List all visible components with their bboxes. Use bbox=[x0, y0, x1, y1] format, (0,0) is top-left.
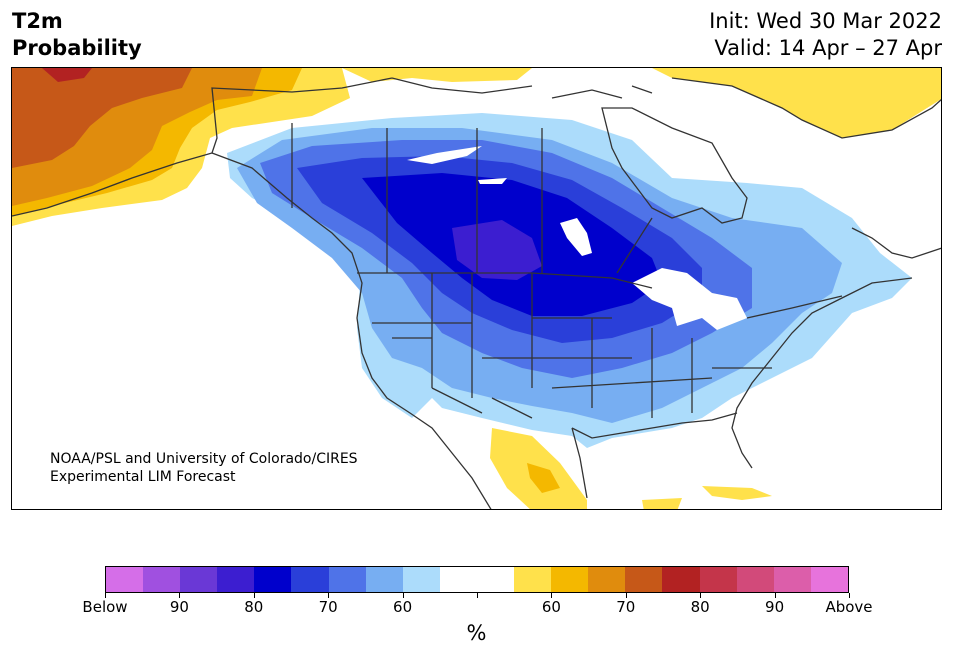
canada-us-border bbox=[357, 272, 843, 319]
gulf-coast bbox=[571, 412, 738, 499]
colorbar-swatch-6 bbox=[328, 567, 366, 592]
colorbar-tick-label-8: 80 bbox=[690, 598, 710, 616]
colorbar-swatch-8 bbox=[402, 567, 440, 592]
colorbar-swatch-14 bbox=[625, 567, 663, 592]
colorbar-swatch-9 bbox=[439, 567, 477, 592]
greenland-above bbox=[652, 68, 941, 138]
colorbar-swatch-5 bbox=[291, 567, 329, 592]
map-graphic bbox=[12, 68, 941, 509]
state-borders bbox=[372, 273, 772, 419]
great-slave-lake bbox=[407, 146, 482, 164]
colorbar-tick-label-1: 90 bbox=[169, 598, 189, 616]
forecast-map: NOAA/PSL and University of Colorado/CIRE… bbox=[11, 67, 942, 510]
colorbar-swatch-1 bbox=[143, 567, 181, 592]
hudson-bay bbox=[601, 107, 748, 224]
colorbar-tick-label-3: 70 bbox=[318, 598, 338, 616]
colorbar-tick-8 bbox=[700, 593, 702, 598]
colorbar-tick-10 bbox=[849, 593, 850, 598]
colorbar-swatch-19 bbox=[810, 567, 848, 592]
colorbar-tick-3 bbox=[328, 593, 330, 598]
west-coast bbox=[211, 152, 492, 509]
colorbar-tick-label-6: 60 bbox=[541, 598, 561, 616]
below-core bbox=[452, 220, 542, 280]
arctic-islands bbox=[391, 77, 653, 99]
valid-range: Valid: 14 Apr – 27 Apr bbox=[714, 36, 942, 60]
colorbar-tick-6 bbox=[551, 593, 553, 598]
colorbar-swatch-16 bbox=[699, 567, 737, 592]
colorbar-tick-label-7: 70 bbox=[616, 598, 636, 616]
colorbar-swatch-7 bbox=[365, 567, 403, 592]
variable-label: T2m bbox=[12, 9, 63, 33]
caribbean-above bbox=[702, 486, 772, 500]
colorbar-tick-label-2: 80 bbox=[244, 598, 264, 616]
colorbar-swatch-13 bbox=[588, 567, 626, 592]
mexico-above-60 bbox=[527, 463, 560, 493]
colorbar-swatch-4 bbox=[254, 567, 292, 592]
canada-north-above bbox=[342, 68, 532, 82]
credit-text: NOAA/PSL and University of Colorado/CIRE… bbox=[50, 450, 358, 486]
colorbar-tick-label-4: 60 bbox=[393, 598, 413, 616]
colorbar-swatch-2 bbox=[180, 567, 218, 592]
lake-winnipeg bbox=[560, 218, 592, 256]
colorbar-tick-label-9: 90 bbox=[765, 598, 785, 616]
credit-line-2: Experimental LIM Forecast bbox=[50, 469, 236, 485]
caribbean-above-2 bbox=[642, 498, 682, 509]
credit-line-1: NOAA/PSL and University of Colorado/CIRE… bbox=[50, 451, 358, 467]
east-coast bbox=[731, 227, 941, 469]
chart-title: T2m Probability bbox=[12, 8, 142, 62]
great-lakes bbox=[632, 268, 747, 330]
colorbar-swatch-18 bbox=[773, 567, 811, 592]
colorbar-tick-2 bbox=[253, 593, 255, 598]
forecast-dates: Init: Wed 30 Mar 2022 Valid: 14 Apr – 27… bbox=[709, 8, 942, 62]
colorbar-swatch-17 bbox=[736, 567, 774, 592]
colorbar-tick-7 bbox=[625, 593, 627, 598]
provincial-borders bbox=[291, 123, 653, 274]
colorbar-swatch-10 bbox=[476, 567, 515, 592]
colorbar-swatch-12 bbox=[551, 567, 589, 592]
colorbar-tick-1 bbox=[179, 593, 181, 598]
colorbar-swatch-3 bbox=[217, 567, 255, 592]
colorbar-tick-4 bbox=[402, 593, 404, 598]
greenland-coast bbox=[671, 77, 941, 139]
colorbar-tick-9 bbox=[774, 593, 776, 598]
colorbar-unit-label: % bbox=[466, 621, 487, 645]
init-date: Init: Wed 30 Mar 2022 bbox=[709, 9, 942, 33]
colorbar-swatch-15 bbox=[662, 567, 700, 592]
colorbar-tick-label-0: Below bbox=[82, 598, 128, 616]
colorbar-tick-0 bbox=[105, 593, 106, 598]
colorbar-tick-5 bbox=[477, 593, 478, 598]
colorbar-tick-label-10: Above bbox=[825, 598, 873, 616]
product-label: Probability bbox=[12, 36, 142, 60]
lake-athabasca bbox=[478, 178, 507, 184]
alaska-extreme bbox=[42, 68, 92, 82]
colorbar-tick-labels: Below 90 80 70 60 60 70 80 90 Above bbox=[82, 598, 872, 618]
alaska-above-80 bbox=[12, 68, 192, 168]
colorbar bbox=[105, 566, 849, 593]
colorbar-swatch-0 bbox=[106, 567, 144, 592]
colorbar-swatch-11 bbox=[514, 567, 552, 592]
